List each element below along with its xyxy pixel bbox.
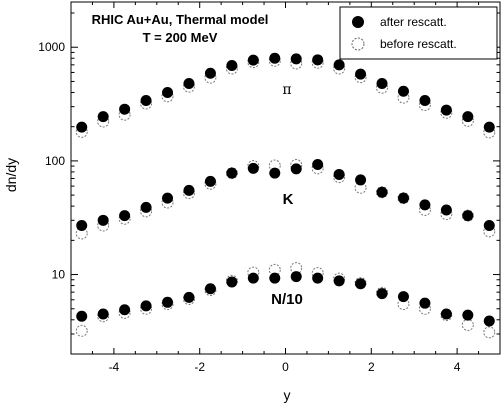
pion-after-point bbox=[376, 77, 388, 89]
x-tick-label: -2 bbox=[194, 360, 205, 374]
nucleon-after-point bbox=[462, 309, 474, 321]
nucleon-after-point bbox=[183, 291, 195, 303]
x-tick-label: 4 bbox=[454, 360, 461, 374]
nucleon-after-point bbox=[419, 297, 431, 309]
nucleon-after-point bbox=[76, 310, 88, 322]
nucleon-before-point bbox=[75, 324, 88, 337]
y-axis-title: dn/dy bbox=[3, 158, 19, 192]
legend-label-after: after rescatt. bbox=[380, 15, 447, 29]
pion-after-point bbox=[269, 52, 281, 64]
legend-label-before: before rescatt. bbox=[380, 37, 457, 51]
nucleon-after-point bbox=[376, 288, 388, 300]
kaon-after-point bbox=[204, 175, 216, 187]
pion-after-point bbox=[483, 121, 495, 133]
pion-after-point bbox=[226, 60, 238, 72]
pion-after-point bbox=[397, 85, 409, 97]
nucleon-before-point bbox=[483, 326, 496, 339]
nucleon-after-point bbox=[440, 308, 452, 320]
kaon-after-point bbox=[269, 167, 281, 179]
pion-after-point bbox=[247, 54, 259, 66]
annotation-block: RHIC Au+Au, Thermal model T = 200 MeV bbox=[92, 12, 269, 45]
legend: after rescatt. before rescatt. bbox=[339, 6, 498, 60]
data-points-layer bbox=[75, 52, 496, 339]
kaon-after-point bbox=[419, 199, 431, 211]
x-tick-label: -4 bbox=[109, 360, 120, 374]
kaon-after-point bbox=[440, 204, 452, 216]
legend-marker-after bbox=[352, 16, 364, 28]
legend-box bbox=[339, 6, 498, 60]
nucleon-after-point bbox=[247, 272, 259, 284]
x-tick-label: 0 bbox=[282, 360, 289, 374]
kaon-after-point bbox=[76, 220, 88, 232]
group-label-nucleon: N/10 bbox=[271, 291, 303, 308]
pion-after-point bbox=[333, 59, 345, 71]
kaon-after-point bbox=[290, 163, 302, 175]
nucleon-after-point bbox=[333, 275, 345, 287]
kaon-after-point bbox=[162, 192, 174, 204]
nucleon-after-point bbox=[162, 296, 174, 308]
x-axis-title: y bbox=[284, 387, 291, 403]
kaon-after-point bbox=[333, 168, 345, 180]
kaon-after-point bbox=[97, 214, 109, 226]
nucleon-before-point bbox=[461, 318, 474, 331]
pion-after-point bbox=[290, 53, 302, 65]
kaon-after-point bbox=[376, 186, 388, 198]
kaon-after-point bbox=[462, 210, 474, 222]
kaon-after-point bbox=[119, 210, 131, 222]
pion-after-point bbox=[183, 77, 195, 89]
y-tick-label: 1000 bbox=[38, 40, 65, 54]
pion-after-point bbox=[355, 68, 367, 80]
pion-after-point bbox=[312, 54, 324, 66]
annotation-line-1: RHIC Au+Au, Thermal model bbox=[92, 12, 269, 27]
kaon-after-point bbox=[483, 220, 495, 232]
nucleon-after-point bbox=[226, 276, 238, 288]
x-tick-label: 2 bbox=[368, 360, 375, 374]
nucleon-after-point bbox=[119, 304, 131, 316]
kaon-after-point bbox=[226, 167, 238, 179]
nucleon-after-point bbox=[140, 300, 152, 312]
nucleon-after-point bbox=[269, 272, 281, 284]
kaon-after-point bbox=[355, 174, 367, 186]
pion-after-point bbox=[162, 86, 174, 98]
kaon-after-point bbox=[247, 162, 259, 174]
kaon-after-point bbox=[312, 158, 324, 170]
kaon-after-point bbox=[183, 184, 195, 196]
pion-after-point bbox=[97, 111, 109, 123]
pion-after-point bbox=[119, 103, 131, 115]
legend-marker-before bbox=[351, 37, 365, 51]
pion-after-point bbox=[419, 94, 431, 106]
nucleon-after-point bbox=[355, 278, 367, 290]
group-label-pion: π bbox=[282, 82, 291, 98]
y-tick-label: 100 bbox=[45, 154, 65, 168]
nucleon-after-point bbox=[97, 308, 109, 320]
pion-after-point bbox=[76, 121, 88, 133]
pion-after-point bbox=[462, 111, 474, 123]
annotation-line-2: T = 200 MeV bbox=[143, 30, 218, 45]
nucleon-after-point bbox=[290, 271, 302, 283]
kaon-after-point bbox=[140, 201, 152, 213]
axes-layer: -4 -2 0 2 4 10 100 1000 bbox=[38, 1, 501, 374]
pion-after-point bbox=[204, 67, 216, 79]
group-label-kaon: K bbox=[283, 191, 294, 208]
nucleon-after-point bbox=[312, 272, 324, 284]
nucleon-after-point bbox=[204, 283, 216, 295]
y-tick-label: 10 bbox=[52, 268, 66, 282]
nucleon-after-point bbox=[397, 291, 409, 303]
pion-after-point bbox=[140, 94, 152, 106]
kaon-after-point bbox=[397, 192, 409, 204]
pion-after-point bbox=[440, 104, 452, 116]
nucleon-after-point bbox=[483, 315, 495, 327]
